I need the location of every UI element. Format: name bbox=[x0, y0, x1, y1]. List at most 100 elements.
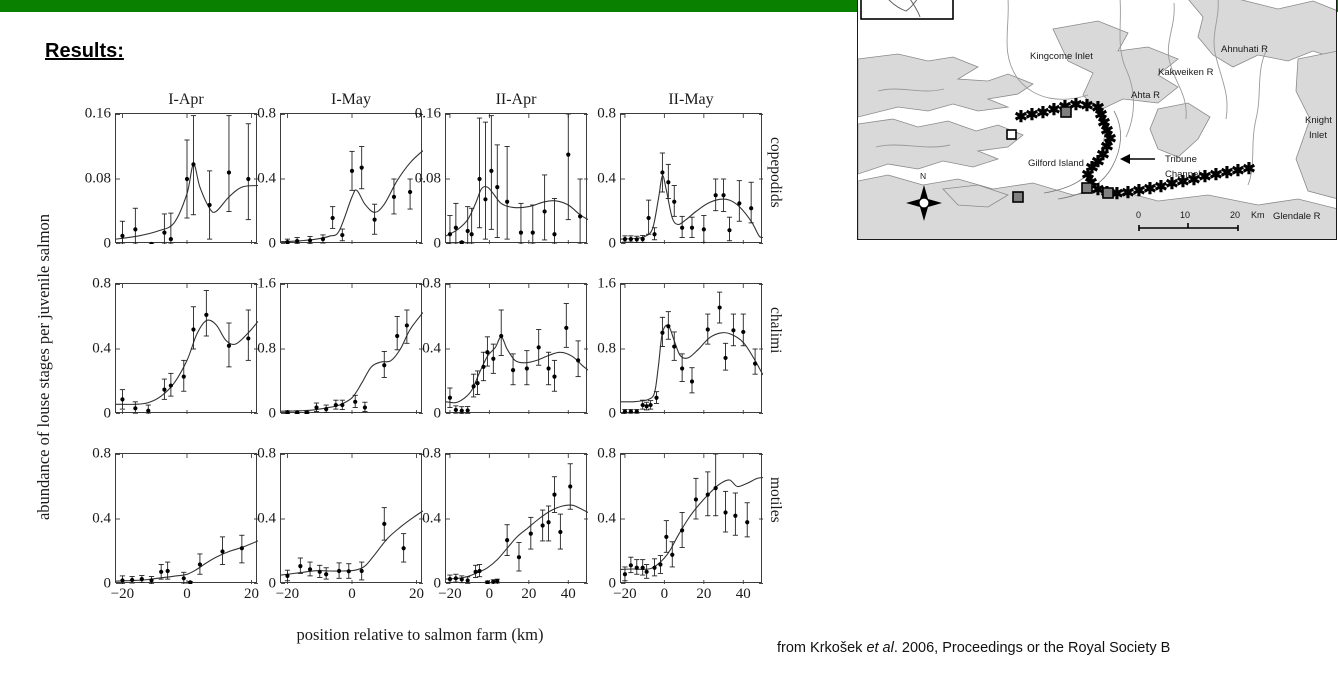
plot-svg bbox=[446, 284, 588, 414]
data-point-group bbox=[381, 507, 387, 541]
data-point-group bbox=[158, 564, 164, 580]
panel-i-may-chalimi: 0 0.8 1.6 bbox=[257, 276, 423, 422]
data-point-group bbox=[628, 409, 634, 414]
data-point-group bbox=[653, 391, 660, 404]
source-caption: from Krkošek et al. 2006, Proceedings or… bbox=[777, 640, 1170, 656]
fitted-curve bbox=[446, 336, 588, 404]
data-point-group bbox=[542, 174, 548, 241]
y-tick-label: 0.16 bbox=[414, 105, 441, 122]
sampling-site-marker: ✱ bbox=[1165, 176, 1178, 193]
sampling-site-marker: ✱ bbox=[1132, 183, 1145, 200]
plot-area: 0 0.4 0.8 bbox=[597, 106, 763, 252]
y-tick-label: 0.4 bbox=[422, 340, 441, 357]
plot-svg bbox=[621, 284, 763, 414]
data-point-group bbox=[307, 561, 313, 577]
data-point-group bbox=[480, 351, 487, 382]
sampling-site-marker: ✱ bbox=[1176, 174, 1189, 191]
y-tick-label: 0 bbox=[103, 405, 112, 422]
figure-panel-grid: abundance of louse stages per juvenile s… bbox=[20, 91, 850, 660]
data-point-group bbox=[203, 290, 209, 337]
data-point-group bbox=[510, 353, 516, 386]
x-tick-label: −20 bbox=[613, 586, 637, 602]
data-point-group bbox=[528, 516, 534, 550]
sampling-site-marker: ✱ bbox=[1100, 139, 1113, 156]
farm-marker-filled-2 bbox=[1012, 191, 1024, 203]
y-tick-label: 0.8 bbox=[597, 105, 616, 122]
data-point-group bbox=[313, 402, 320, 413]
x-tick-label: 40 bbox=[735, 586, 751, 602]
data-point-group bbox=[381, 350, 387, 378]
sampling-site-marker: ✱ bbox=[1187, 172, 1200, 189]
data-point-group bbox=[565, 114, 571, 221]
data-point-group bbox=[482, 121, 489, 240]
data-point-group bbox=[494, 578, 500, 584]
data-point-group bbox=[239, 534, 245, 564]
data-point-group bbox=[226, 322, 232, 368]
y-tick-label: 0 bbox=[103, 575, 112, 592]
data-point-group bbox=[294, 410, 300, 414]
y-tick-label: 0 bbox=[268, 575, 277, 592]
data-point-group bbox=[484, 580, 491, 584]
data-point-group bbox=[447, 215, 453, 244]
plot-area: 0 0.8 1.6 bbox=[257, 276, 423, 422]
y-tick-label: 0.4 bbox=[92, 510, 111, 527]
data-point-group bbox=[132, 401, 138, 414]
plot-area: 0 0.4 0.8 −20 0 20 40 bbox=[597, 446, 763, 602]
farm-marker-filled-3 bbox=[1081, 182, 1093, 194]
data-point-group bbox=[726, 216, 733, 242]
data-point-group bbox=[226, 115, 232, 212]
data-point-group bbox=[722, 342, 729, 371]
panel-column-title: I-Apr bbox=[168, 91, 204, 108]
data-point-group bbox=[498, 309, 504, 356]
data-point-group bbox=[333, 399, 339, 410]
data-point-group bbox=[628, 235, 634, 243]
data-point-group bbox=[689, 367, 695, 394]
data-point-group bbox=[404, 309, 410, 344]
data-point-group bbox=[634, 409, 640, 414]
data-point-group bbox=[524, 350, 530, 386]
data-point-group bbox=[284, 569, 291, 582]
map-label: Ahta R bbox=[1131, 90, 1161, 101]
data-point-group bbox=[447, 574, 453, 583]
x-tick-label: 0 bbox=[183, 586, 191, 602]
y-tick-label: 0.4 bbox=[597, 510, 616, 527]
data-point-group bbox=[148, 241, 155, 244]
plot-svg bbox=[621, 114, 763, 244]
fitted-curve bbox=[116, 163, 258, 240]
x-tick-label: −20 bbox=[110, 586, 135, 602]
sampling-site-marker: ✱ bbox=[1047, 102, 1060, 119]
y-tick-label: 0.8 bbox=[92, 445, 111, 462]
sampling-site-marker: ✱ bbox=[1091, 182, 1104, 199]
data-point-group bbox=[181, 571, 187, 584]
page-title: Results: bbox=[45, 40, 124, 62]
data-point-group bbox=[628, 556, 634, 574]
sampling-site-marker: ✱ bbox=[1025, 107, 1038, 124]
caption-italic: et al bbox=[866, 640, 894, 656]
data-point-group bbox=[551, 476, 558, 513]
plot-svg bbox=[116, 284, 258, 414]
plot-area: 0 0.4 0.8 bbox=[92, 276, 258, 422]
fitted-curve bbox=[116, 319, 258, 405]
y-tick-label: 0.8 bbox=[597, 340, 616, 357]
y-tick-label: 0.08 bbox=[414, 170, 441, 187]
map-label: Ahnuhati R bbox=[1221, 44, 1269, 55]
data-point-group bbox=[459, 575, 465, 584]
y-tick-label: 0.16 bbox=[84, 105, 111, 122]
data-point-group bbox=[476, 564, 483, 578]
sampling-site-marker: ✱ bbox=[1100, 123, 1113, 140]
data-point-group bbox=[679, 512, 685, 548]
sampling-site-marker: ✱ bbox=[1097, 115, 1110, 132]
plot-area: 0 0.4 0.8 −20 0 20 bbox=[92, 446, 259, 603]
data-point-group bbox=[119, 575, 126, 584]
y-tick-label: 0 bbox=[608, 405, 617, 422]
data-point-group bbox=[453, 202, 459, 244]
data-point-group bbox=[575, 340, 581, 378]
plot-area: 0 0.8 1.6 bbox=[597, 276, 763, 422]
y-tick-label: 1.6 bbox=[257, 275, 276, 292]
fitted-curve bbox=[281, 312, 423, 412]
y-tick-label: 1.6 bbox=[597, 275, 616, 292]
panel-ii-apr-motiles: 0 0.4 0.8 −20 0 20 40 bbox=[422, 446, 588, 602]
sampling-site-marker: ✱ bbox=[1096, 147, 1109, 164]
map-label: Inlet bbox=[1309, 130, 1327, 141]
plot-svg bbox=[621, 454, 763, 584]
